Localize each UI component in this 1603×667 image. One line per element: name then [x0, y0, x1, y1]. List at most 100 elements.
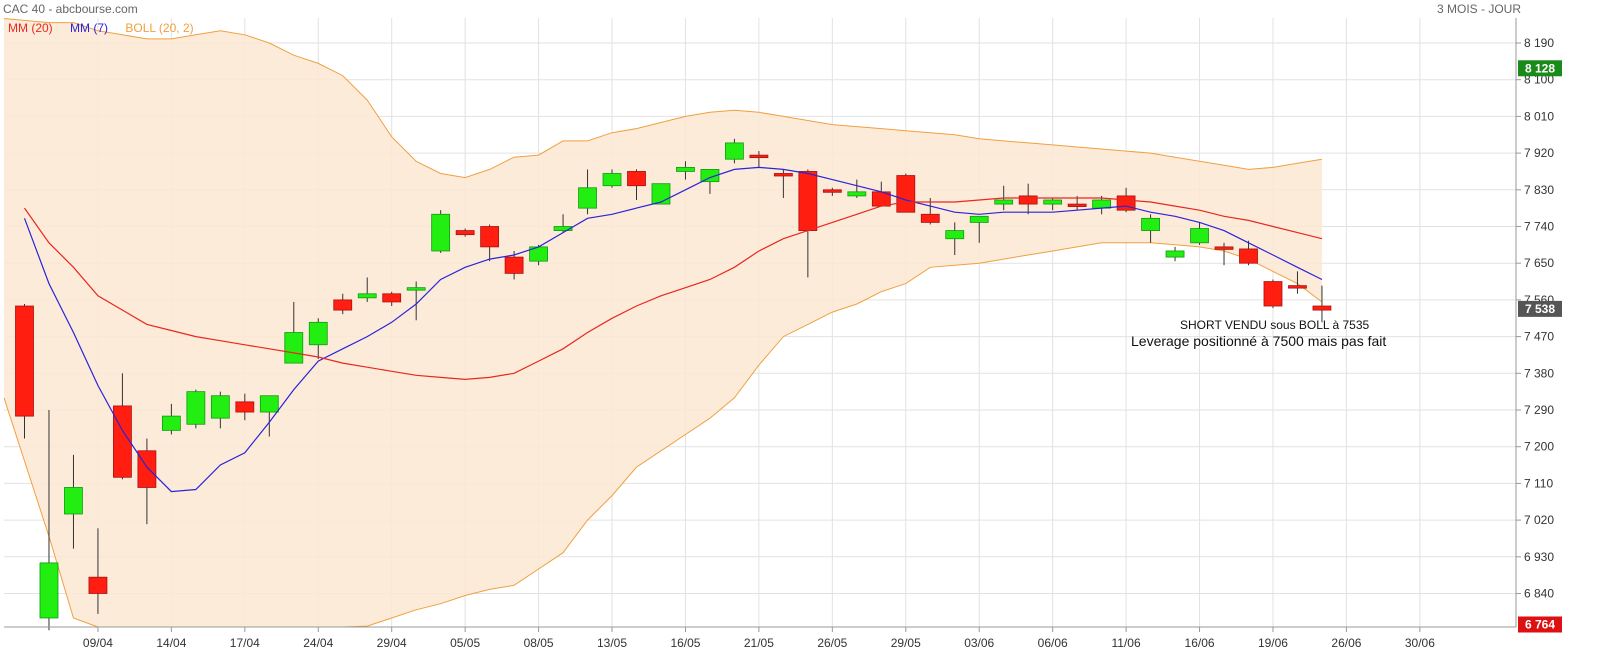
candle — [1214, 242, 1234, 266]
candle — [15, 303, 34, 439]
candle — [1165, 246, 1185, 262]
y-tick-label: 7 020 — [1524, 513, 1554, 527]
candle-body — [64, 487, 83, 515]
candle-body — [406, 287, 426, 291]
candle — [235, 393, 255, 421]
candle-body — [969, 215, 989, 223]
candle-body — [39, 562, 59, 619]
candle-body — [455, 230, 475, 236]
candle — [455, 228, 475, 237]
candle-body — [210, 395, 230, 419]
candle-body — [553, 226, 573, 231]
candle — [382, 291, 402, 307]
candle-body — [1190, 228, 1209, 244]
y-tick-label: 8 010 — [1524, 109, 1554, 123]
y-tick-label: 7 470 — [1524, 330, 1554, 344]
candle-body — [382, 293, 402, 303]
candle-body — [822, 189, 842, 193]
x-tick-label: 26/05 — [817, 636, 847, 650]
candle — [1018, 183, 1038, 215]
candle-body — [1288, 285, 1307, 289]
series-line — [24, 197, 1323, 381]
candle — [749, 151, 769, 168]
candle — [1312, 285, 1332, 323]
candle — [773, 169, 793, 198]
candle — [700, 169, 720, 194]
candle-body — [1312, 305, 1332, 311]
candle — [725, 138, 744, 164]
x-tick-label: 08/05 — [524, 636, 554, 650]
candle-body — [1263, 281, 1283, 307]
candle-body — [725, 142, 744, 160]
legend-mm20: MM (20) — [8, 21, 53, 35]
candle — [1190, 222, 1209, 245]
y-tick-label: 6 930 — [1524, 550, 1554, 564]
candle-body — [676, 166, 695, 172]
price-badge-label: 8 128 — [1525, 61, 1555, 75]
legend: MM (20) MM (7) BOLL (20, 2) — [8, 21, 208, 35]
candle-body — [504, 256, 524, 274]
y-tick-label: 8 190 — [1524, 36, 1554, 50]
y-tick-label: 6 840 — [1524, 587, 1554, 601]
x-tick-label: 06/06 — [1038, 636, 1068, 650]
candle — [822, 187, 842, 196]
candle-body — [161, 415, 181, 431]
candle — [308, 318, 328, 360]
candle — [39, 410, 59, 631]
candle — [847, 179, 867, 198]
candle-body — [1239, 248, 1258, 264]
candle — [406, 281, 426, 321]
candle-body — [602, 173, 622, 187]
candle — [186, 389, 206, 429]
x-tick-label: 29/04 — [377, 636, 407, 650]
candle-body — [15, 305, 34, 417]
candle-body — [235, 401, 255, 413]
annotation-short: SHORT VENDU sous BOLL à 7535 — [1180, 318, 1370, 332]
candle — [64, 454, 83, 549]
price-badge — [1518, 300, 1562, 317]
price-badge — [1518, 616, 1562, 633]
candle-body — [480, 226, 500, 248]
price-badge — [1518, 60, 1562, 77]
candle-body — [431, 213, 451, 252]
bollinger-upper — [3, 18, 1323, 179]
candle — [259, 395, 279, 437]
candle — [627, 169, 646, 200]
candle-body — [798, 171, 818, 231]
candle-body — [896, 175, 916, 213]
candle-body — [920, 213, 940, 223]
candle-body — [1092, 199, 1112, 209]
candle — [602, 169, 622, 188]
legend-boll: BOLL (20, 2) — [125, 21, 194, 35]
candle — [161, 403, 181, 435]
candle-body — [113, 405, 132, 478]
chart-title: CAC 40 - abcbourse.com — [3, 2, 138, 16]
price-badge-label: 6 764 — [1525, 617, 1555, 631]
candles — [15, 138, 1332, 631]
candle-body — [88, 576, 108, 594]
candle — [676, 161, 695, 180]
candle-body — [284, 332, 304, 364]
x-tick-label: 17/04 — [230, 636, 260, 650]
y-tick-label: 7 650 — [1524, 256, 1554, 270]
legend-mm7: MM (7) — [70, 21, 109, 35]
y-tick-label: 7 740 — [1524, 220, 1554, 234]
candle-body — [578, 187, 597, 209]
axes: 6 840 6 930 7 020 7 110 7 200 7 290 7 380 7 470… — [4, 18, 1562, 650]
candle — [480, 224, 500, 262]
candle-body — [1067, 203, 1087, 207]
price-badge-label: 7 538 — [1525, 302, 1555, 316]
moving-average-lines — [23, 166, 1323, 493]
period-label: 3 MOIS - JOUR — [1436, 2, 1521, 16]
candle-body — [700, 169, 720, 183]
candle — [431, 210, 451, 254]
candle-body — [1141, 217, 1160, 231]
candle-body — [627, 171, 646, 187]
y-tick-label: 7 290 — [1524, 403, 1554, 417]
x-tick-label: 24/04 — [303, 636, 333, 650]
candle — [333, 293, 353, 315]
annotation-leverage: Leverage positionné à 7500 mais pas fait — [1131, 333, 1387, 349]
candle — [504, 250, 524, 280]
x-tick-label: 26/06 — [1331, 636, 1361, 650]
